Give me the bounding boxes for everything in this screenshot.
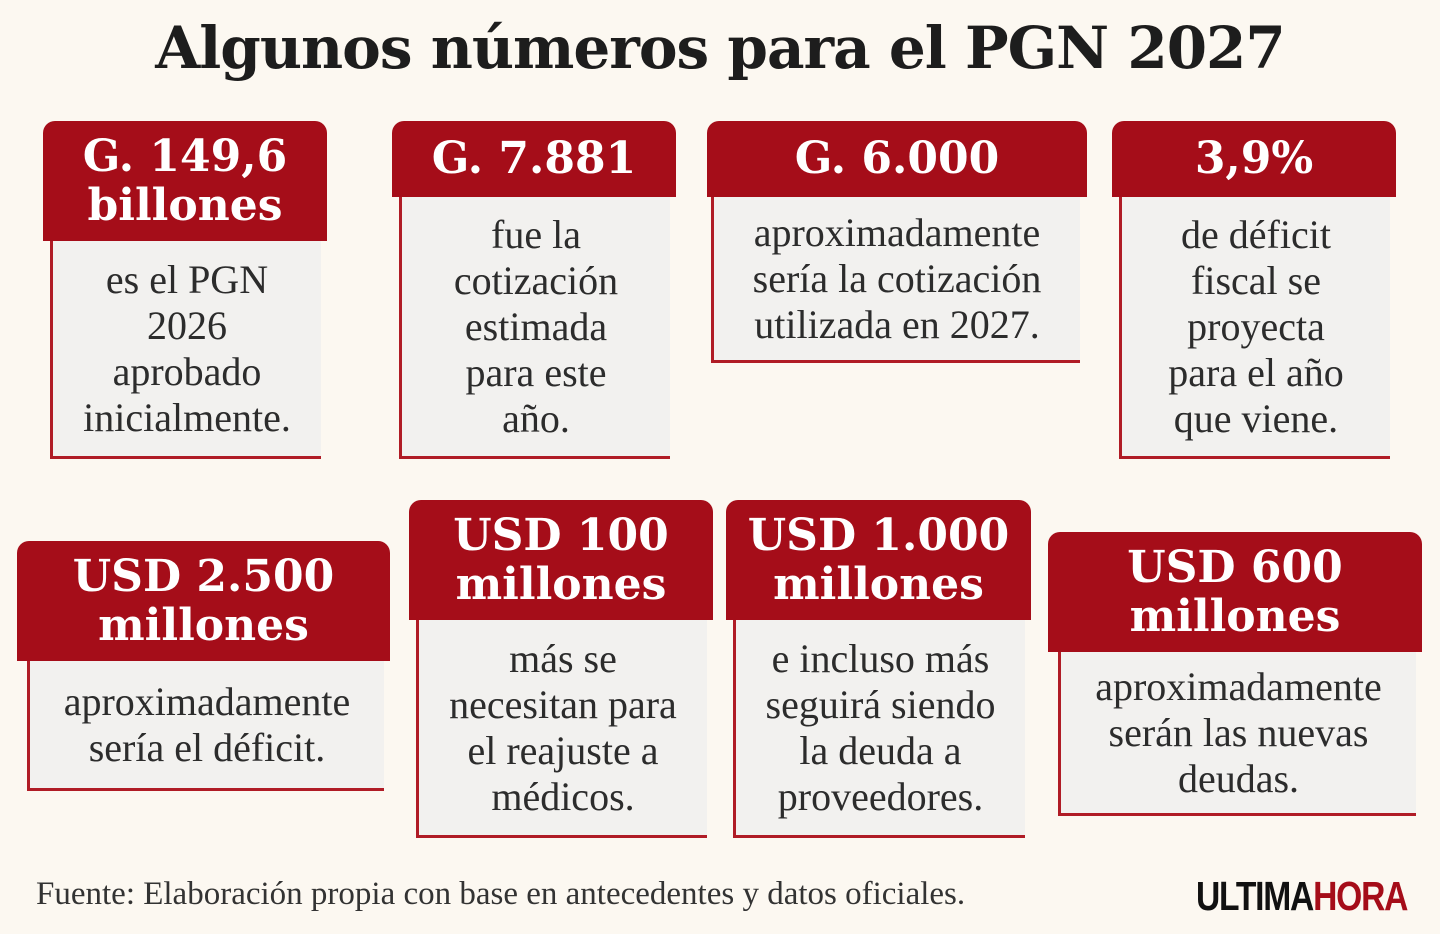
card-description: e incluso más seguirá siendo la deuda a … <box>733 620 1025 838</box>
card-description: de déficit fiscal se proyecta para el añ… <box>1119 197 1390 459</box>
card-description: aproximadamente serán las nuevas deudas. <box>1058 652 1416 816</box>
card-value: USD 1.000 millones <box>726 500 1031 620</box>
card-description: aproximadamente sería la cotización util… <box>711 197 1080 363</box>
card-deficit-usd: USD 2.500 millones aproximadamente sería… <box>17 541 390 791</box>
source-note: Fuente: Elaboración propia con base en a… <box>36 876 966 912</box>
card-cotizacion-2027: G. 6.000 aproximadamente sería la cotiza… <box>707 121 1087 363</box>
card-description: es el PGN 2026 aprobado inicialmente. <box>50 241 321 459</box>
ultimahora-logo: ULTIMAHORA <box>1196 870 1408 922</box>
card-value: 3,9% <box>1112 121 1396 197</box>
card-description: más se necesitan para el reajuste a médi… <box>416 620 707 838</box>
card-deficit-fiscal: 3,9% de déficit fiscal se proyecta para … <box>1112 121 1396 459</box>
card-value: G. 6.000 <box>707 121 1087 197</box>
card-description: aproximadamente sería el déficit. <box>27 661 384 791</box>
card-pgn-2026: G. 149,6 billones es el PGN 2026 aprobad… <box>43 121 327 459</box>
logo-text-hora: HORA <box>1313 873 1408 919</box>
card-value: USD 600 millones <box>1048 532 1422 652</box>
card-value: G. 7.881 <box>392 121 676 197</box>
logo-text-ultima: ULTIMA <box>1196 873 1314 919</box>
card-value: G. 149,6 billones <box>43 121 327 241</box>
card-description: fue la cotización estimada para este año… <box>399 197 670 459</box>
infographic-title: Algunos números para el PGN 2027 <box>155 14 1286 82</box>
card-reajuste-medicos: USD 100 millones más se necesitan para e… <box>409 500 713 838</box>
card-value: USD 2.500 millones <box>17 541 390 661</box>
card-nuevas-deudas: USD 600 millones aproximadamente serán l… <box>1048 532 1422 816</box>
card-deuda-proveedores: USD 1.000 millones e incluso más seguirá… <box>726 500 1031 838</box>
card-value: USD 100 millones <box>409 500 713 620</box>
card-cotizacion-estimada: G. 7.881 fue la cotización estimada para… <box>392 121 676 459</box>
